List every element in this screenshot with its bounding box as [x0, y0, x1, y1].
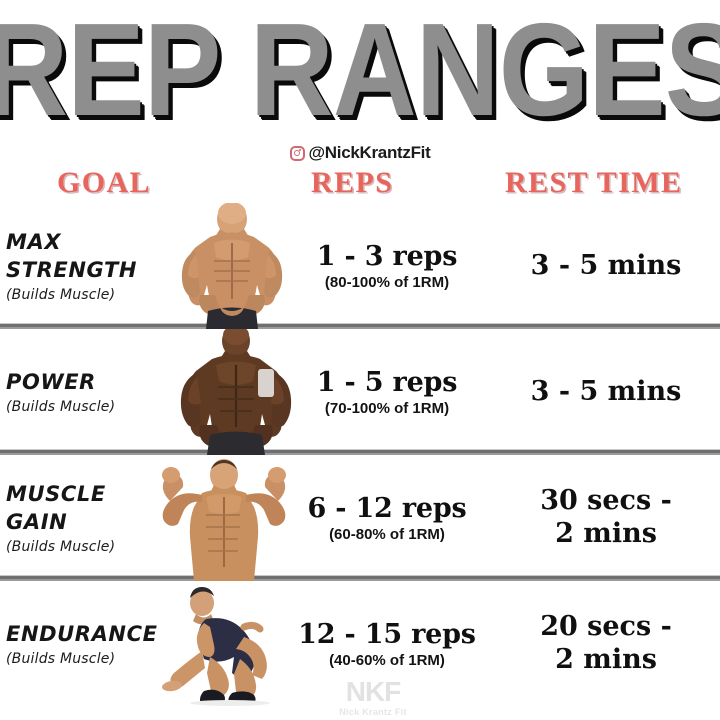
athlete-image-bodybuilder-double-biceps: [140, 455, 320, 581]
goal-subtitle: (Builds Muscle): [6, 539, 116, 556]
goal-cell: Endurance (Builds Muscle): [6, 581, 158, 707]
reps-intensity: (70-100% of 1RM): [324, 400, 450, 417]
goal-title-line2: Gain: [6, 509, 68, 534]
rest-time-value: 30 secs - 2 mins: [540, 485, 672, 551]
goal-title-line1: Muscle: [6, 481, 106, 506]
row-divider: [0, 449, 720, 455]
rest-time-line2: 2 mins: [555, 518, 657, 549]
watermark-subtitle: Nick Krantz Fit: [339, 707, 407, 717]
instagram-icon: [289, 145, 305, 161]
column-headers: GOAL REPS REST TIME: [0, 166, 720, 200]
rest-time-value: 3 - 5 mins: [531, 250, 682, 283]
table-row: Max Strength (Builds Muscle): [0, 203, 720, 329]
rest-time-line2: 2 mins: [555, 644, 657, 675]
table-row: Power (Builds Muscle): [0, 329, 720, 455]
athlete-image-sprinter-starting-block: [140, 581, 320, 707]
rest-time-line1: 3 - 5 mins: [530, 249, 682, 281]
goal-subtitle: (Builds Muscle): [6, 399, 116, 416]
table-row: Endurance (Builds Muscle): [0, 581, 720, 707]
column-header-rest-time: REST TIME: [505, 166, 683, 199]
reps-intensity: (80-100% of 1RM): [324, 274, 450, 291]
rest-time-value: 3 - 5 mins: [531, 376, 682, 409]
goal-subtitle: (Builds Muscle): [6, 287, 116, 304]
column-header-reps: REPS: [311, 166, 394, 199]
goal-cell: Power (Builds Muscle): [6, 329, 156, 455]
reps-intensity: (40-60% of 1RM): [329, 652, 445, 669]
table-row: Muscle Gain (Builds Muscle): [0, 455, 720, 581]
rep-range-table: Max Strength (Builds Muscle): [0, 203, 720, 707]
reps-cell: 1 - 3 reps (80-100% of 1RM): [282, 203, 492, 329]
column-header-goal: GOAL: [57, 166, 151, 199]
reps-value: 1 - 5 reps: [316, 367, 458, 398]
instagram-handle: @NickKrantzFit: [0, 143, 720, 163]
reps-cell: 6 - 12 reps (60-80% of 1RM): [282, 455, 492, 581]
goal-title-line1: Max: [6, 229, 62, 254]
reps-value: 12 - 15 reps: [298, 619, 476, 650]
athlete-image-bodybuilder-lat-spread: [140, 203, 320, 329]
row-divider: [0, 575, 720, 581]
rest-time-line1: 30 secs -: [540, 485, 672, 517]
rest-time-cell: 3 - 5 mins: [492, 203, 720, 329]
rest-time-line1: 20 secs -: [540, 611, 672, 643]
athlete-image-bodybuilder-mass-pose: [140, 329, 320, 455]
goal-cell: Muscle Gain (Builds Muscle): [6, 455, 156, 581]
goal-cell: Max Strength (Builds Muscle): [6, 203, 156, 329]
page-title: REP RANGES: [0, 0, 720, 143]
handle-text: @NickKrantzFit: [308, 143, 431, 162]
reps-value: 1 - 3 reps: [316, 241, 458, 272]
rest-time-cell: 3 - 5 mins: [492, 329, 720, 455]
rest-time-cell: 30 secs - 2 mins: [492, 455, 720, 581]
reps-cell: 1 - 5 reps (70-100% of 1RM): [282, 329, 492, 455]
reps-intensity: (60-80% of 1RM): [329, 526, 445, 543]
rest-time-value: 20 secs - 2 mins: [540, 611, 672, 677]
goal-title: Max Strength: [6, 229, 156, 284]
goal-subtitle: (Builds Muscle): [6, 651, 116, 668]
goal-title-line2: Strength: [6, 257, 138, 282]
title-banner: REP RANGES: [0, 0, 720, 140]
goal-title-line1: Endurance: [6, 621, 158, 646]
reps-cell: 12 - 15 reps (40-60% of 1RM): [282, 581, 492, 707]
reps-value: 6 - 12 reps: [307, 493, 467, 524]
goal-title: Endurance: [6, 621, 158, 649]
row-divider: [0, 323, 720, 329]
rest-time-line1: 3 - 5 mins: [530, 375, 682, 407]
goal-title: Muscle Gain: [6, 481, 156, 536]
goal-title: Power: [6, 369, 156, 397]
goal-title-line1: Power: [6, 369, 96, 394]
rest-time-cell: 20 secs - 2 mins: [492, 581, 720, 707]
